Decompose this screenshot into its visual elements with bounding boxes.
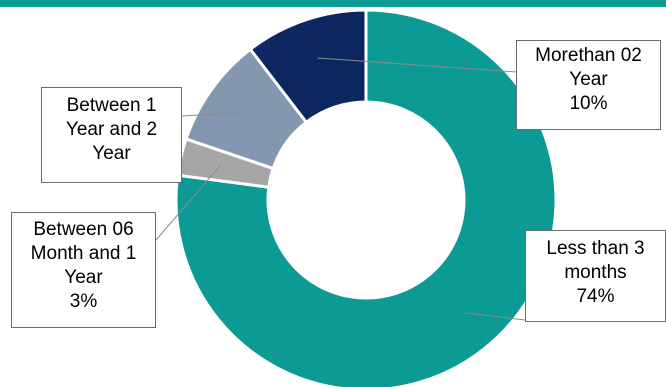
label-between-6m-and-1y-line2: Month and 1 bbox=[30, 243, 137, 264]
label-less-than-3-months-value: 74% bbox=[576, 286, 615, 307]
leader-between-1-and-2-year bbox=[181, 112, 245, 117]
label-more-than-2-year-line2: Year bbox=[569, 69, 608, 90]
top-accent-bar bbox=[0, 0, 666, 7]
label-between-6m-and-1y-line1: Between 06 bbox=[33, 219, 134, 240]
leader-less-than-3-months bbox=[464, 312, 526, 321]
label-less-than-3-months: Less than 3 months 74% bbox=[525, 230, 666, 322]
label-more-than-2-year: Morethan 02 Year 10% bbox=[516, 40, 661, 130]
label-between-6m-and-1y-value: 3% bbox=[69, 291, 98, 312]
donut-slice-3 bbox=[248, 8, 368, 125]
leader-more-than-2-year bbox=[317, 57, 517, 73]
label-less-than-3-months-line1: Less than 3 bbox=[546, 238, 645, 259]
label-between-1-and-2-year: Between 1 Year and 2 Year bbox=[41, 87, 182, 183]
label-more-than-2-year-line1: Morethan 02 bbox=[535, 45, 642, 66]
label-between-1-and-2-year-line1: Between 1 bbox=[66, 95, 157, 116]
label-between-6m-and-1y-line3: Year bbox=[64, 267, 103, 288]
label-between-1-and-2-year-line3: Year bbox=[92, 143, 131, 164]
label-between-1-and-2-year-line2: Year and 2 bbox=[65, 119, 158, 140]
leader-between-6m-and-1y bbox=[155, 165, 221, 241]
label-less-than-3-months-line2: months bbox=[564, 262, 627, 283]
donut-slice-0 bbox=[174, 8, 558, 387]
label-more-than-2-year-value: 10% bbox=[569, 93, 608, 114]
label-between-6m-and-1y: Between 06 Month and 1 Year 3% bbox=[11, 212, 156, 328]
